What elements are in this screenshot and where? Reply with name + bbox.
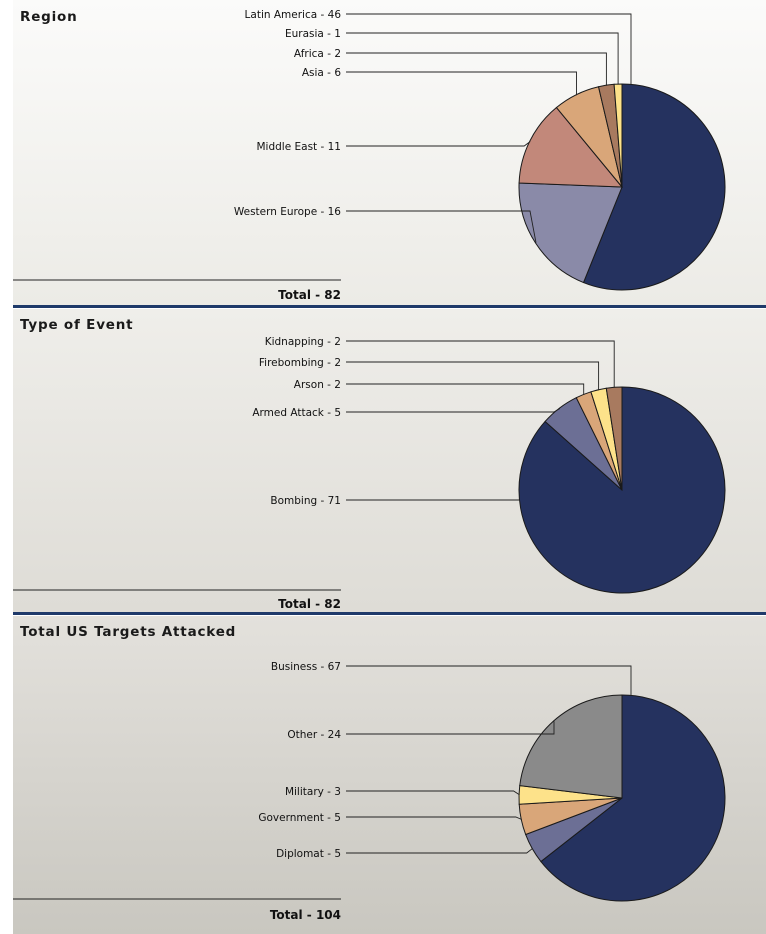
region-title: Region xyxy=(20,9,78,25)
pie-slice-bombing xyxy=(518,386,726,594)
leader-lines xyxy=(346,13,632,243)
slice-label-africa: Africa - 2 xyxy=(294,48,341,60)
pie-slices xyxy=(518,83,726,291)
leader-line-western-europe xyxy=(346,210,537,243)
slice-label-diplomat: Diplomat - 5 xyxy=(276,848,341,860)
leader-line-asia xyxy=(346,71,577,96)
leader-lines xyxy=(346,340,615,501)
slice-label-bombing: Bombing - 71 xyxy=(270,495,341,507)
total-label: Total - 82 xyxy=(278,597,341,611)
slice-label-government: Government - 5 xyxy=(258,812,341,824)
slice-label-business: Business - 67 xyxy=(271,661,341,673)
slice-label-kidnapping: Kidnapping - 2 xyxy=(265,336,341,348)
slice-label-asia: Asia - 6 xyxy=(302,67,341,79)
slice-labels: Latin America - 46 Western Europe - 16 Mid… xyxy=(234,9,341,218)
leader-line-diplomat xyxy=(346,847,533,854)
pie-slice-western-europe xyxy=(518,182,623,284)
section-divider xyxy=(13,305,766,308)
total-label: Total - 82 xyxy=(278,288,341,302)
pie-slice-other xyxy=(519,694,623,799)
pie-slice-latin-america xyxy=(582,83,726,291)
leader-line-kidnapping xyxy=(346,340,615,388)
slice-labels: Business - 67 Diplomat - 5 Government - 5 M… xyxy=(258,661,341,860)
slice-label-arson: Arson - 2 xyxy=(294,379,341,391)
section-divider xyxy=(13,612,766,615)
pie-slices xyxy=(518,694,726,902)
slice-label-middle-east: Middle East - 11 xyxy=(256,141,341,153)
leader-line-arson xyxy=(346,383,585,395)
slice-label-armed-attack: Armed Attack - 5 xyxy=(252,407,341,419)
slice-labels: Bombing - 71 Armed Attack - 5 Arson - 2 Fir… xyxy=(252,336,341,507)
leader-line-government xyxy=(346,816,522,820)
us-targets-title: Total US Targets Attacked xyxy=(20,624,237,640)
leader-line-business xyxy=(346,665,632,696)
leader-line-firebombing xyxy=(346,361,600,391)
total-label: Total - 104 xyxy=(270,908,341,922)
pie-slice-business xyxy=(540,694,726,902)
leader-lines xyxy=(346,665,632,854)
event-type-title: Type of Event xyxy=(20,317,134,333)
leader-line-armed-attack xyxy=(346,408,561,413)
slice-label-firebombing: Firebombing - 2 xyxy=(259,357,341,369)
leader-line-other xyxy=(346,721,555,735)
slice-label-latin-america: Latin America - 46 xyxy=(245,9,342,21)
pie-slices xyxy=(518,386,726,594)
leader-line-middle-east xyxy=(346,141,531,147)
leader-line-latin-america xyxy=(346,13,632,85)
slice-label-eurasia: Eurasia - 1 xyxy=(285,28,341,40)
slice-label-western-europe: Western Europe - 16 xyxy=(234,206,341,218)
leader-line-military xyxy=(346,790,520,796)
leader-line-eurasia xyxy=(346,32,619,85)
slice-label-military: Military - 3 xyxy=(285,786,341,798)
leader-line-africa xyxy=(346,52,607,86)
slice-label-other: Other - 24 xyxy=(287,729,341,741)
